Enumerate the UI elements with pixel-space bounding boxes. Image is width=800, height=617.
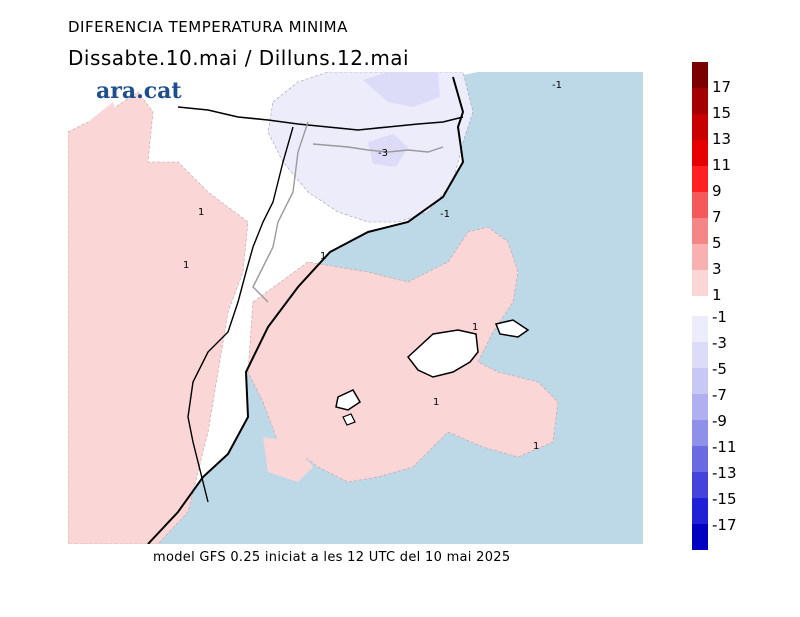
legend-label--5: -5 bbox=[712, 360, 727, 378]
map-label-1: 1 bbox=[198, 207, 204, 218]
legend-swatch-7 bbox=[692, 192, 708, 218]
legend-label--3: -3 bbox=[712, 334, 727, 352]
temperature-difference-map: 1 1 -3 -1 1 1 1 1 -1 ara.cat bbox=[68, 72, 643, 544]
legend-label-7: 7 bbox=[712, 208, 722, 226]
region-border bbox=[252, 121, 444, 303]
island-menorca bbox=[494, 319, 530, 338]
chart-subtitle: Dissabte.10.mai / Dilluns.12.mai bbox=[68, 46, 410, 70]
legend-swatch--13 bbox=[692, 472, 708, 498]
legend-swatch-5 bbox=[692, 218, 708, 244]
map-label-4: -1 bbox=[440, 209, 450, 220]
legend-label-17: 17 bbox=[712, 78, 732, 96]
legend-swatch-9 bbox=[692, 166, 708, 192]
legend-label--13: -13 bbox=[712, 464, 737, 482]
legend-swatch--11 bbox=[692, 446, 708, 472]
legend-swatch--7 bbox=[692, 394, 708, 420]
island-ibiza bbox=[335, 389, 362, 411]
brand-logo: ara.cat bbox=[96, 78, 182, 104]
legend-swatch--17 bbox=[692, 524, 708, 550]
legend-label--17: -17 bbox=[712, 516, 737, 534]
legend-label-11: 11 bbox=[712, 156, 732, 174]
map-label-6: 1 bbox=[472, 322, 478, 333]
map-label-8: 1 bbox=[533, 441, 539, 452]
legend-swatch-11 bbox=[692, 140, 708, 166]
legend-swatch--15 bbox=[692, 498, 708, 524]
legend-label-13: 13 bbox=[712, 130, 732, 148]
legend-swatch--9 bbox=[692, 420, 708, 446]
legend-label-3: 3 bbox=[712, 260, 722, 278]
warm-area-west bbox=[68, 91, 249, 544]
island-mallorca bbox=[406, 329, 479, 378]
legend-label-1: 1 bbox=[712, 286, 722, 304]
frontier-line-2 bbox=[187, 126, 294, 503]
map-label-7: 1 bbox=[433, 397, 439, 408]
legend-label-15: 15 bbox=[712, 104, 732, 122]
legend-swatch-1 bbox=[692, 270, 708, 296]
warm-area-south-east bbox=[263, 437, 313, 482]
chart-title: DIFERENCIA TEMPERATURA MINIMA bbox=[68, 18, 348, 36]
legend-swatch-15 bbox=[692, 88, 708, 114]
map-label-9: -1 bbox=[552, 80, 562, 91]
map-label-5: 1 bbox=[320, 251, 326, 262]
legend-label--11: -11 bbox=[712, 438, 737, 456]
legend-label--9: -9 bbox=[712, 412, 727, 430]
legend-swatch-3 bbox=[692, 244, 708, 270]
legend-swatch-17 bbox=[692, 62, 708, 88]
cool-area-core bbox=[363, 72, 440, 107]
model-caption: model GFS 0.25 iniciat a les 12 UTC del … bbox=[153, 550, 511, 565]
cool-area-core-2 bbox=[368, 134, 408, 167]
island-formentera bbox=[342, 413, 356, 426]
warm-area-west-blob bbox=[86, 102, 123, 152]
legend-swatch-13 bbox=[692, 114, 708, 140]
legend-label--15: -15 bbox=[712, 490, 737, 508]
legend-label-9: 9 bbox=[712, 182, 722, 200]
legend-label--1: -1 bbox=[712, 308, 727, 326]
coastline bbox=[147, 76, 465, 544]
frontier-line bbox=[177, 106, 464, 131]
warm-area-sea bbox=[247, 226, 559, 483]
map-label-3: -3 bbox=[378, 148, 388, 159]
legend-swatch--3 bbox=[692, 342, 708, 368]
legend-label--7: -7 bbox=[712, 386, 727, 404]
legend-label-5: 5 bbox=[712, 234, 722, 252]
map-label-2: 1 bbox=[183, 260, 189, 271]
legend-swatch--1 bbox=[692, 316, 708, 342]
legend-swatch--5 bbox=[692, 368, 708, 394]
